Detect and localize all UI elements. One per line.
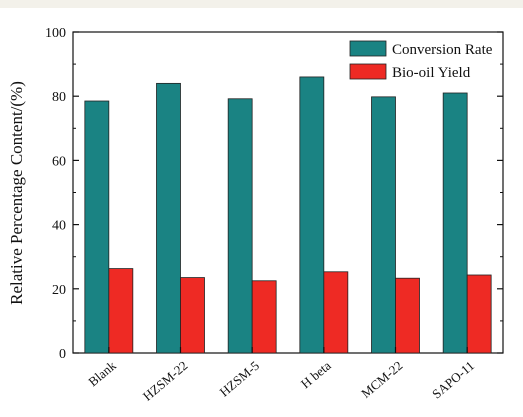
x-tick-label: Blank <box>85 357 119 389</box>
x-tick-label: MCM-22 <box>358 358 405 401</box>
plot-area: 0 20 40 60 80 100 Blank HZSM-22 HZSM-5 H beta MCM-… <box>45 26 504 404</box>
bar-conversion-rate <box>84 100 110 354</box>
bar-bio-oil-yield <box>395 277 420 354</box>
x-tick-label: HZSM-5 <box>216 358 262 400</box>
y-tick-label: 80 <box>52 90 66 105</box>
bar-bio-oil-yield <box>108 268 134 354</box>
bar-conversion-rate <box>299 76 325 354</box>
x-tick-label: SAPO-11 <box>429 358 477 402</box>
y-tick-label: 60 <box>52 154 66 169</box>
x-tick-label: H beta <box>298 358 334 392</box>
bar-bio-oil-yield <box>466 274 492 354</box>
top-strip <box>0 0 523 8</box>
bar-conversion-rate <box>156 82 181 354</box>
x-tick-label: HZSM-22 <box>140 358 191 404</box>
y-axis-label: Relative Percentage Content/(%) <box>7 81 26 305</box>
legend-label: Conversion Rate <box>392 42 493 58</box>
y-tick-label: 40 <box>52 219 66 234</box>
bar-conversion-rate <box>442 92 468 354</box>
y-tick-label: 100 <box>45 26 66 41</box>
bar-bio-oil-yield <box>251 280 277 354</box>
y-tick-label: 20 <box>52 283 66 298</box>
y-tick-label: 0 <box>59 347 66 362</box>
bar-conversion-rate <box>371 96 396 354</box>
bar-bio-oil-yield <box>180 277 205 354</box>
bar-bio-oil-yield <box>323 271 349 354</box>
legend-label: Bio-oil Yield <box>392 65 471 81</box>
bar-conversion-rate <box>227 98 253 354</box>
legend-swatch <box>349 63 387 80</box>
legend-swatch <box>349 40 387 57</box>
